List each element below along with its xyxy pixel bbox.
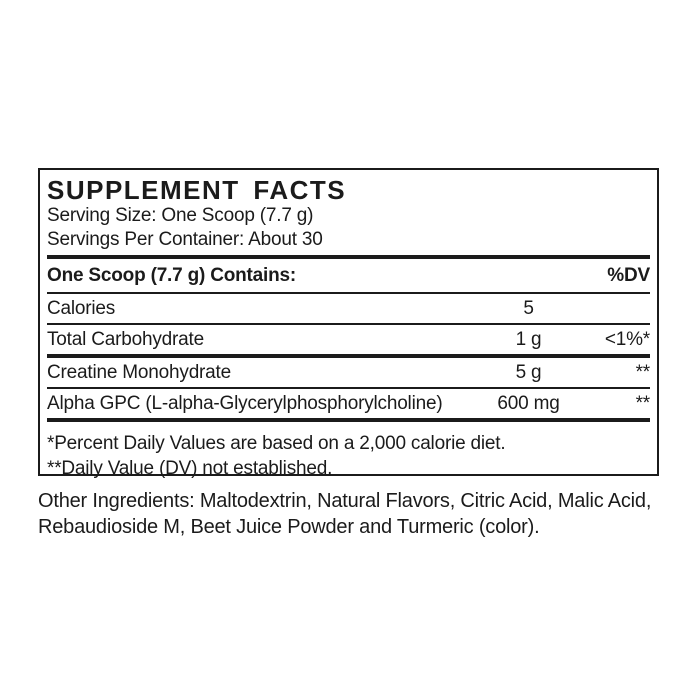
table-row-alpha-gpc: Alpha GPC (L-alpha-Glycerylphosphorylcho… [47,389,650,418]
divider-thick-top [47,255,650,259]
table-row-calories: Calories 5 [47,294,650,323]
table-row-creatine: Creatine Monohydrate 5 g ** [47,358,650,387]
divider-below-creatine [47,387,650,389]
other-ingredients-block: Other Ingredients: Maltodextrin, Natural… [38,488,678,540]
nutrient-amount: 600 mg [497,392,560,414]
divider-below-carbohydrate [47,354,650,358]
table-header-contains: One Scoop (7.7 g) Contains: [47,264,297,286]
nutrient-dv: ** [635,361,651,383]
table-header-row: One Scoop (7.7 g) Contains: %DV [47,259,650,292]
divider-below-calories [47,323,650,325]
serving-size-text: Serving Size: One Scoop (7.7 g) [47,205,314,226]
divider-below-alpha-gpc [47,418,650,422]
nutrient-name: Creatine Monohydrate [47,361,231,383]
footnote-percent-dv: *Percent Daily Values are based on a 2,0… [47,433,506,454]
other-ingredients-line-2: Rebaudioside M, Beet Juice Powder and Tu… [38,516,540,538]
nutrient-amount: 1 g [515,328,542,350]
table-row-total-carbohydrate: Total Carbohydrate 1 g <1%* [47,325,650,354]
nutrient-amount: 5 [523,297,534,319]
other-ingredients-line-1: Other Ingredients: Maltodextrin, Natural… [38,490,652,512]
nutrient-name: Total Carbohydrate [47,328,204,350]
servings-per-container-text: Servings Per Container: About 30 [47,229,323,250]
footnotes-block: *Percent Daily Values are based on a 2,0… [47,422,650,481]
supplement-facts-panel: SUPPLEMENT FACTS Serving Size: One Scoop… [38,168,659,479]
table-header-dv: %DV [607,264,650,286]
nutrient-dv: <1%* [604,328,650,350]
nutrient-dv: ** [635,392,651,414]
nutrient-name: Alpha GPC (L-alpha-Glycerylphosphorylcho… [47,392,443,414]
supplement-facts-title: SUPPLEMENT FACTS [47,175,347,205]
nutrient-amount: 5 g [515,361,542,383]
divider-below-header [47,292,650,294]
footnote-dv-not-established: **Daily Value (DV) not established. [47,458,333,479]
nutrient-name: Calories [47,297,116,319]
